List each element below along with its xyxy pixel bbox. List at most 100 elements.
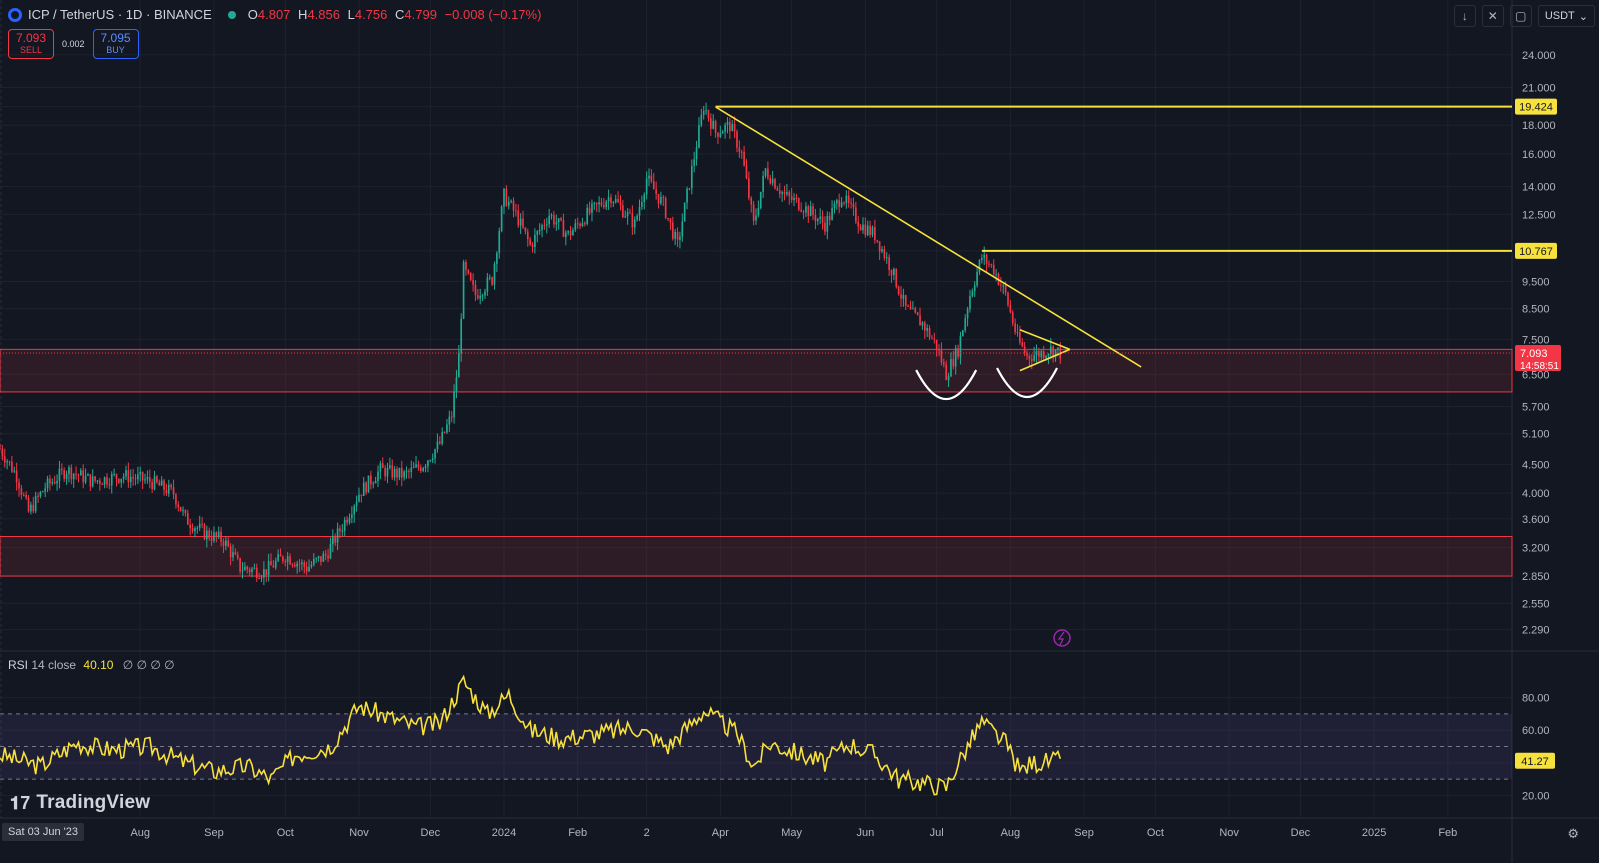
currency-selector[interactable]: USDT ⌄ [1537, 5, 1595, 27]
candle-body [222, 541, 225, 546]
candle-body [213, 532, 215, 541]
candle [163, 478, 165, 496]
candle-body [966, 309, 969, 319]
candle-body [748, 178, 750, 198]
candle-body [607, 197, 610, 202]
candle-body [469, 273, 472, 281]
candle-body [698, 125, 700, 148]
candle-body [70, 467, 73, 480]
candle [952, 350, 955, 370]
candle-body [1000, 284, 1002, 286]
candle [748, 171, 750, 201]
candle-body [56, 480, 58, 484]
candle-body [144, 479, 146, 481]
candle [82, 464, 85, 489]
candle [53, 475, 56, 485]
buy-button[interactable]: 7.095 BUY [92, 29, 139, 59]
price-tick-label: 2.290 [1522, 625, 1550, 637]
time-tick-label: Oct [1147, 827, 1164, 839]
candle [146, 470, 149, 484]
candle [324, 549, 327, 561]
candle [726, 117, 729, 134]
sell-button[interactable]: 7.093 SELL [8, 29, 54, 59]
candle [253, 563, 256, 570]
candle-body [236, 554, 239, 559]
candle-body [322, 553, 325, 562]
candle-body [676, 231, 679, 240]
candle-body [274, 560, 277, 568]
candle-body [847, 195, 850, 203]
gear-icon[interactable]: ⚙ [1567, 826, 1579, 841]
time-tick-label: Feb [1438, 827, 1457, 839]
candle [139, 466, 142, 482]
arrow-down-icon[interactable]: ↓ [1453, 5, 1476, 27]
price-tick-label: 14.000 [1522, 182, 1556, 194]
candle-body [688, 188, 691, 190]
candle [619, 195, 622, 211]
candle [118, 478, 120, 485]
candle-body [215, 532, 218, 537]
candle [645, 171, 648, 200]
trendline [1019, 329, 1071, 351]
candle [983, 246, 986, 265]
candle-body [755, 215, 757, 221]
candle [664, 196, 667, 220]
candle [581, 217, 584, 228]
candle-body [208, 530, 211, 539]
candle [179, 506, 182, 512]
candle [0, 443, 1, 450]
candle-body [177, 504, 180, 508]
candle [605, 199, 608, 211]
time-tick-label: Feb [568, 827, 587, 839]
candle [498, 227, 501, 259]
symbol-title[interactable]: ICP / TetherUS · 1D · BINANCE [28, 7, 212, 22]
candle [636, 213, 638, 222]
candle [503, 188, 505, 215]
candle-body [305, 566, 308, 572]
candle [764, 167, 767, 179]
maximize-icon[interactable]: ▢ [1509, 5, 1532, 27]
candle [626, 208, 629, 225]
candle-body [41, 491, 44, 493]
time-tick-label: Nov [1219, 827, 1239, 839]
candle-body [557, 218, 560, 223]
candle [1023, 341, 1026, 357]
candle [44, 482, 47, 498]
candle [384, 465, 386, 481]
candle-body [15, 470, 18, 483]
candle-body [353, 506, 356, 515]
tradingview-logo[interactable]: 𝟏7 TradingView [10, 792, 151, 813]
candle [524, 227, 527, 235]
candle-body [619, 202, 622, 206]
rsi-legend[interactable]: RSI 14 close 40.10 ∅ ∅ ∅ ∅ [8, 658, 175, 672]
candle-body [866, 225, 869, 235]
candle [99, 477, 101, 491]
rsi-tick-label: 20.00 [1522, 790, 1550, 802]
collapse-icon[interactable]: ✕ [1481, 5, 1504, 27]
candle [695, 140, 698, 166]
rsi-current-tag [1515, 752, 1555, 769]
candle-body [389, 465, 391, 468]
candle [831, 200, 833, 221]
candle-body [679, 236, 681, 240]
candle-body [493, 263, 496, 285]
candle-body [983, 254, 986, 258]
candle-body [648, 175, 650, 179]
candle-body [838, 200, 841, 207]
candle-body [277, 554, 279, 561]
candle-body [833, 203, 836, 209]
candle-body [990, 264, 993, 266]
candle [372, 481, 375, 489]
candle [381, 457, 384, 469]
candle-body [624, 216, 627, 218]
candle [232, 544, 234, 562]
candle [491, 276, 493, 287]
candle [985, 253, 988, 273]
candle [809, 200, 812, 217]
time-tick-label: Aug [1001, 827, 1021, 839]
candle [871, 225, 874, 238]
candle [1002, 283, 1005, 295]
candle [353, 504, 356, 523]
candle-body [1023, 346, 1026, 353]
